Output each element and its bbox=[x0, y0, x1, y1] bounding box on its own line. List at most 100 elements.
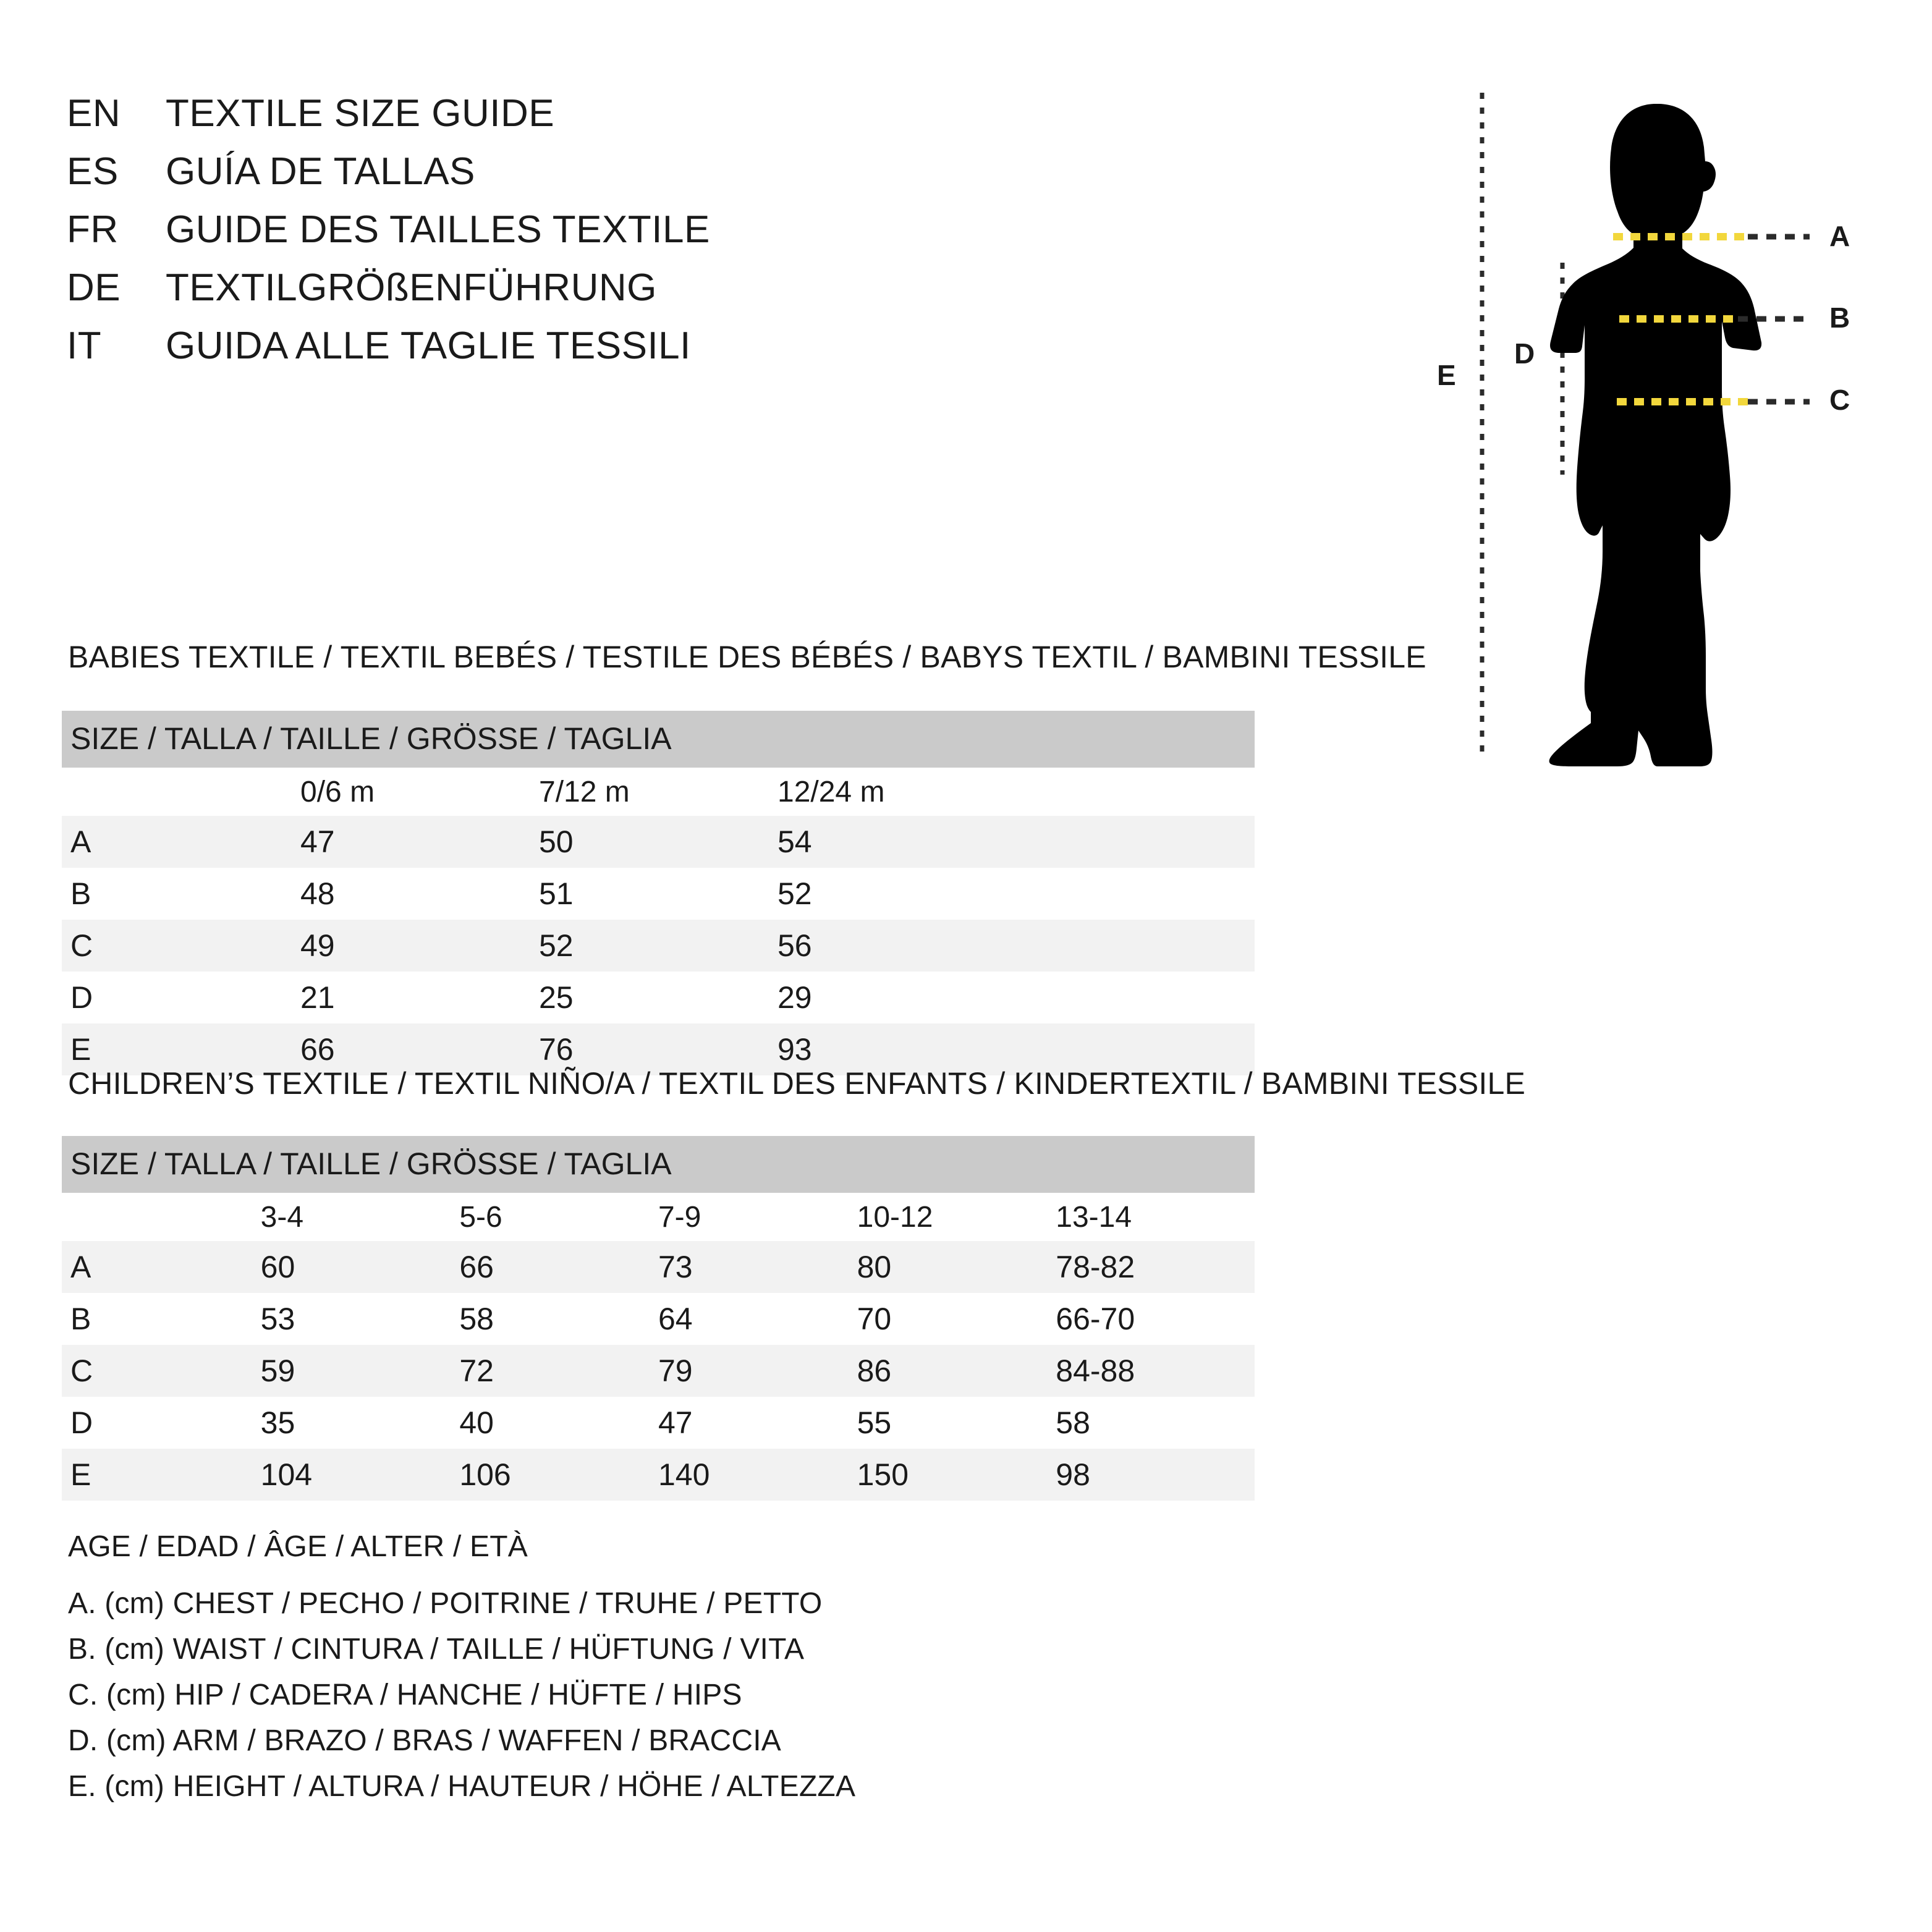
children-row-label-c: C bbox=[62, 1345, 261, 1397]
babies-cell-b-0: 48 bbox=[300, 868, 539, 920]
children-cell-c-2: 79 bbox=[658, 1345, 857, 1397]
children-row-label-b: B bbox=[62, 1293, 261, 1345]
babies-cell-a-1: 50 bbox=[539, 816, 777, 868]
babies-column-header-2: 12/24 m bbox=[777, 768, 1016, 816]
children-column-header-3: 10-12 bbox=[857, 1193, 1056, 1241]
babies-column-header-1: 7/12 m bbox=[539, 768, 777, 816]
children-cell-e-3: 150 bbox=[857, 1449, 1056, 1501]
children-cell-a-1: 66 bbox=[459, 1241, 658, 1293]
children-cell-e-2: 140 bbox=[658, 1449, 857, 1501]
babies-cell-b-filler bbox=[1016, 868, 1255, 920]
children-cell-d-1: 40 bbox=[459, 1397, 658, 1449]
children-row-label-a: A bbox=[62, 1241, 261, 1293]
language-code-en: EN bbox=[67, 92, 121, 135]
children-cell-d-2: 47 bbox=[658, 1397, 857, 1449]
babies-cell-b-1: 51 bbox=[539, 868, 777, 920]
children-column-header-1: 5-6 bbox=[459, 1193, 658, 1241]
legend-age-line: AGE / EDAD / ÂGE / ALTER / ETÀ bbox=[68, 1530, 528, 1563]
babies-cell-d-0: 21 bbox=[300, 972, 539, 1023]
legend-item-d: D. (cm) ARM / BRAZO / BRAS / WAFFEN / BR… bbox=[68, 1724, 781, 1757]
babies-row-label-d: D bbox=[62, 972, 300, 1023]
language-code-es: ES bbox=[67, 150, 119, 193]
children-column-header-row: 3-4 5-6 7-9 10-12 13-14 bbox=[62, 1193, 1255, 1241]
babies-cell-c-0: 49 bbox=[300, 920, 539, 972]
figure-label-d: D bbox=[1514, 337, 1535, 370]
babies-section-title: BABIES TEXTILE / TEXTIL BEBÉS / TESTILE … bbox=[68, 640, 1426, 674]
children-cell-a-0: 60 bbox=[260, 1241, 460, 1293]
table-row: A 60 66 73 80 78-82 bbox=[62, 1241, 1255, 1293]
legend-item-a: A. (cm) CHEST / PECHO / POITRINE / TRUHE… bbox=[68, 1587, 823, 1620]
children-cell-d-4: 58 bbox=[1056, 1397, 1255, 1449]
figure-label-c: C bbox=[1829, 384, 1850, 416]
children-column-header-4: 13-14 bbox=[1056, 1193, 1255, 1241]
babies-table-header-label: SIZE / TALLA / TAILLE / GRÖSSE / TAGLIA bbox=[62, 711, 1255, 768]
language-title-it: GUIDA ALLE TAGLIE TESSILI bbox=[166, 324, 691, 367]
children-cell-b-1: 58 bbox=[459, 1293, 658, 1345]
babies-cell-e-1: 76 bbox=[539, 1023, 777, 1075]
language-row-de: DE TEXTILGRÖßENFÜHRUNG bbox=[67, 266, 994, 324]
children-cell-e-4: 98 bbox=[1056, 1449, 1255, 1501]
babies-cell-c-filler bbox=[1016, 920, 1255, 972]
legend-item-c: C. (cm) HIP / CADERA / HANCHE / HÜFTE / … bbox=[68, 1679, 742, 1711]
table-row: C 49 52 56 bbox=[62, 920, 1255, 972]
babies-row-label-e: E bbox=[62, 1023, 300, 1075]
measurement-legend: AGE / EDAD / ÂGE / ALTER / ETÀ A. (cm) C… bbox=[68, 1524, 855, 1810]
children-section-title: CHILDREN’S TEXTILE / TEXTIL NIÑO/A / TEX… bbox=[68, 1066, 1526, 1101]
language-title-es: GUÍA DE TALLAS bbox=[166, 150, 475, 193]
table-row: C 59 72 79 86 84-88 bbox=[62, 1345, 1255, 1397]
babies-column-header-filler bbox=[1016, 768, 1255, 816]
language-title-de: TEXTILGRÖßENFÜHRUNG bbox=[166, 266, 657, 309]
table-row: A 47 50 54 bbox=[62, 816, 1255, 868]
children-cell-e-1: 106 bbox=[459, 1449, 658, 1501]
legend-item-b: B. (cm) WAIST / CINTURA / TAILLE / HÜFTU… bbox=[68, 1633, 805, 1666]
babies-column-header-row: 0/6 m 7/12 m 12/24 m bbox=[62, 768, 1255, 816]
children-row-label-e: E bbox=[62, 1449, 261, 1501]
children-row-label-d: D bbox=[62, 1397, 261, 1449]
babies-cell-a-2: 54 bbox=[777, 816, 1016, 868]
children-column-header-0: 3-4 bbox=[260, 1193, 460, 1241]
legend-item-e: E. (cm) HEIGHT / ALTURA / HAUTEUR / HÖHE… bbox=[68, 1770, 856, 1803]
babies-cell-c-2: 56 bbox=[777, 920, 1016, 972]
children-cell-c-3: 86 bbox=[857, 1345, 1056, 1397]
children-cell-a-2: 73 bbox=[658, 1241, 857, 1293]
figure-label-a: A bbox=[1829, 220, 1850, 252]
children-size-table: SIZE / TALLA / TAILLE / GRÖSSE / TAGLIA … bbox=[62, 1136, 1255, 1501]
babies-cell-e-filler bbox=[1016, 1023, 1255, 1075]
child-silhouette bbox=[1549, 104, 1762, 766]
children-cell-b-4: 66-70 bbox=[1056, 1293, 1255, 1345]
children-cell-b-2: 64 bbox=[658, 1293, 857, 1345]
table-row: B 48 51 52 bbox=[62, 868, 1255, 920]
babies-cell-c-1: 52 bbox=[539, 920, 777, 972]
figure-label-e: E bbox=[1437, 359, 1456, 391]
babies-cell-e-0: 66 bbox=[300, 1023, 539, 1075]
babies-cell-e-2: 93 bbox=[777, 1023, 1016, 1075]
babies-cell-d-filler bbox=[1016, 972, 1255, 1023]
language-row-it: IT GUIDA ALLE TAGLIE TESSILI bbox=[67, 324, 994, 382]
language-title-fr: GUIDE DES TAILLES TEXTILE bbox=[166, 208, 710, 251]
children-cell-c-1: 72 bbox=[459, 1345, 658, 1397]
language-code-it: IT bbox=[67, 324, 102, 367]
language-row-fr: FR GUIDE DES TAILLES TEXTILE bbox=[67, 208, 994, 266]
language-code-fr: FR bbox=[67, 208, 119, 251]
children-cell-a-4: 78-82 bbox=[1056, 1241, 1255, 1293]
babies-cell-a-filler bbox=[1016, 816, 1255, 868]
children-table-header-bar: SIZE / TALLA / TAILLE / GRÖSSE / TAGLIA bbox=[62, 1136, 1255, 1193]
children-corner-cell bbox=[62, 1193, 261, 1241]
table-row: B 53 58 64 70 66-70 bbox=[62, 1293, 1255, 1345]
language-code-de: DE bbox=[67, 266, 121, 309]
babies-corner-cell bbox=[62, 768, 300, 816]
legend-spacer bbox=[68, 1570, 855, 1581]
table-row: D 35 40 47 55 58 bbox=[62, 1397, 1255, 1449]
babies-row-label-c: C bbox=[62, 920, 300, 972]
babies-column-header-0: 0/6 m bbox=[300, 768, 539, 816]
children-column-header-2: 7-9 bbox=[658, 1193, 857, 1241]
babies-size-table: SIZE / TALLA / TAILLE / GRÖSSE / TAGLIA … bbox=[62, 711, 1255, 1075]
babies-cell-b-2: 52 bbox=[777, 868, 1016, 920]
babies-cell-d-2: 29 bbox=[777, 972, 1016, 1023]
table-row: E 104 106 140 150 98 bbox=[62, 1449, 1255, 1501]
children-cell-a-3: 80 bbox=[857, 1241, 1056, 1293]
table-row: E 66 76 93 bbox=[62, 1023, 1255, 1075]
children-cell-c-4: 84-88 bbox=[1056, 1345, 1255, 1397]
table-row: D 21 25 29 bbox=[62, 972, 1255, 1023]
